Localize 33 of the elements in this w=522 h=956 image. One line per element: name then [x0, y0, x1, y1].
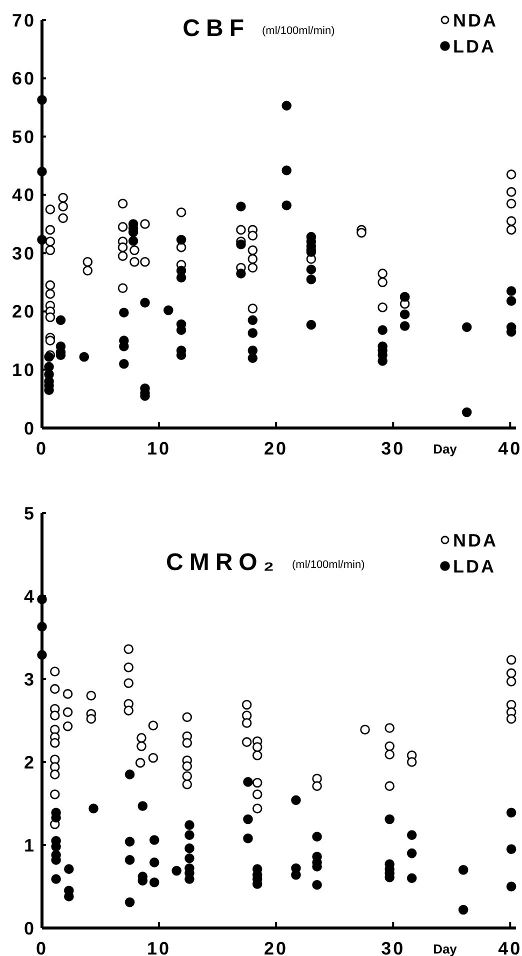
legend-label: NDA — [453, 530, 498, 550]
x-tick-label: 30 — [381, 438, 406, 458]
text: CMRO₂ — [166, 549, 280, 576]
x-tick-label: 40 — [498, 438, 522, 458]
y-tick-label: 2 — [24, 752, 36, 772]
legend-label: LDA — [453, 556, 496, 576]
x-tick-label: 10 — [147, 938, 172, 956]
y-tick-label: 1 — [24, 835, 36, 856]
y-tick-label: 30 — [12, 243, 36, 264]
legend-label: LDA — [453, 36, 496, 56]
y-tick-label: 0 — [24, 418, 36, 438]
y-tick-label: 4 — [24, 586, 36, 606]
y-tick-label: 60 — [12, 68, 36, 89]
y-tick-label: 50 — [12, 126, 36, 147]
y-tick-label: 40 — [12, 185, 36, 206]
x-axis-title: Day — [433, 442, 458, 457]
x-axis-title: Day — [433, 942, 458, 956]
x-tick-label: 40 — [498, 938, 522, 956]
chart-title: CBF — [182, 15, 250, 42]
x-tick-label: 10 — [147, 438, 172, 458]
y-tick-label: 0 — [24, 918, 36, 938]
y-tick-label: 70 — [12, 10, 36, 30]
x-tick-label: 20 — [264, 438, 288, 458]
x-tick-label: 20 — [264, 938, 288, 956]
y-tick-label: 3 — [24, 669, 36, 690]
y-tick-label: 5 — [24, 503, 36, 524]
y-tick-label: 20 — [12, 302, 36, 322]
x-tick-label: 30 — [381, 938, 406, 956]
x-tick-label: 0 — [36, 938, 48, 956]
text: (ml/100ml/min) — [262, 25, 335, 37]
text: (ml/100ml/min) — [292, 559, 365, 571]
y-tick-label: 10 — [12, 360, 36, 380]
legend-label: NDA — [453, 10, 498, 30]
